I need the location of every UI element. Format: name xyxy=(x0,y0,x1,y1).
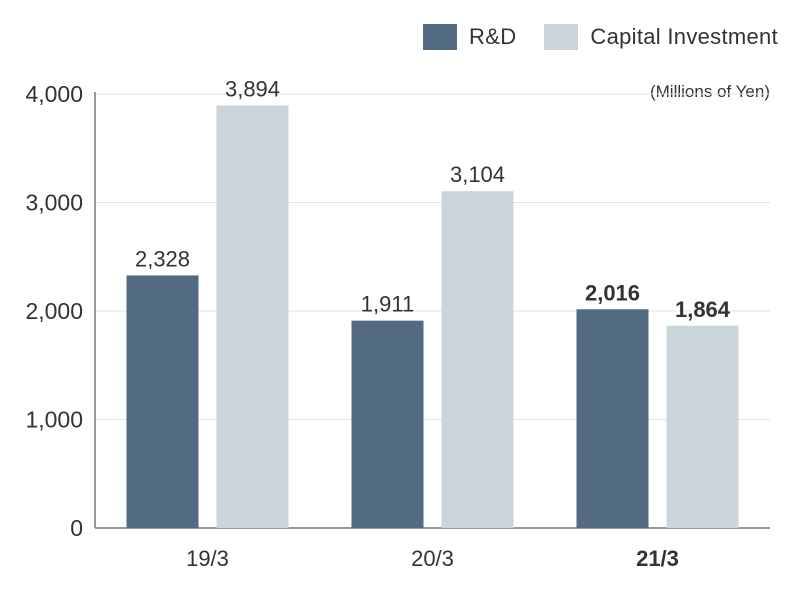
data-label-0-2: 2,016 xyxy=(585,280,640,305)
legend: R&D Capital Investment xyxy=(395,24,778,50)
data-label-1-1: 3,104 xyxy=(450,162,505,187)
y-tick-label-3: 3,000 xyxy=(25,190,83,216)
legend-swatch-rd xyxy=(423,24,458,50)
legend-item-capital-investment: Capital Investment xyxy=(544,24,778,50)
x-tick-label-1: 20/3 xyxy=(411,546,454,571)
y-tick-label-2: 2,000 xyxy=(25,298,83,324)
x-tick-label-2: 21/3 xyxy=(636,546,679,571)
y-tick-label-4: 4,000 xyxy=(25,81,83,107)
data-label-0-1: 1,911 xyxy=(361,292,414,317)
data-label-1-0: 3,894 xyxy=(225,77,280,102)
bar-0-2 xyxy=(576,309,649,528)
data-label-1-2: 1,864 xyxy=(675,297,731,322)
legend-swatch-capital-investment xyxy=(544,24,579,50)
y-tick-label-1: 1,000 xyxy=(25,407,83,433)
bar-0-0 xyxy=(126,275,199,528)
bar-1-2 xyxy=(666,325,739,528)
data-label-0-0: 2,328 xyxy=(135,246,190,271)
x-tick-label-0: 19/3 xyxy=(186,546,229,571)
legend-label-rd: R&D xyxy=(469,24,517,49)
unit-note: (Millions of Yen) xyxy=(649,82,770,101)
legend-label-capital-investment: Capital Investment xyxy=(590,24,778,49)
bar-1-0 xyxy=(216,105,289,528)
bar-1-1 xyxy=(441,191,514,528)
bar-0-1 xyxy=(351,320,424,528)
y-tick-label-0: 0 xyxy=(70,515,83,541)
legend-item-rd: R&D xyxy=(423,24,516,50)
